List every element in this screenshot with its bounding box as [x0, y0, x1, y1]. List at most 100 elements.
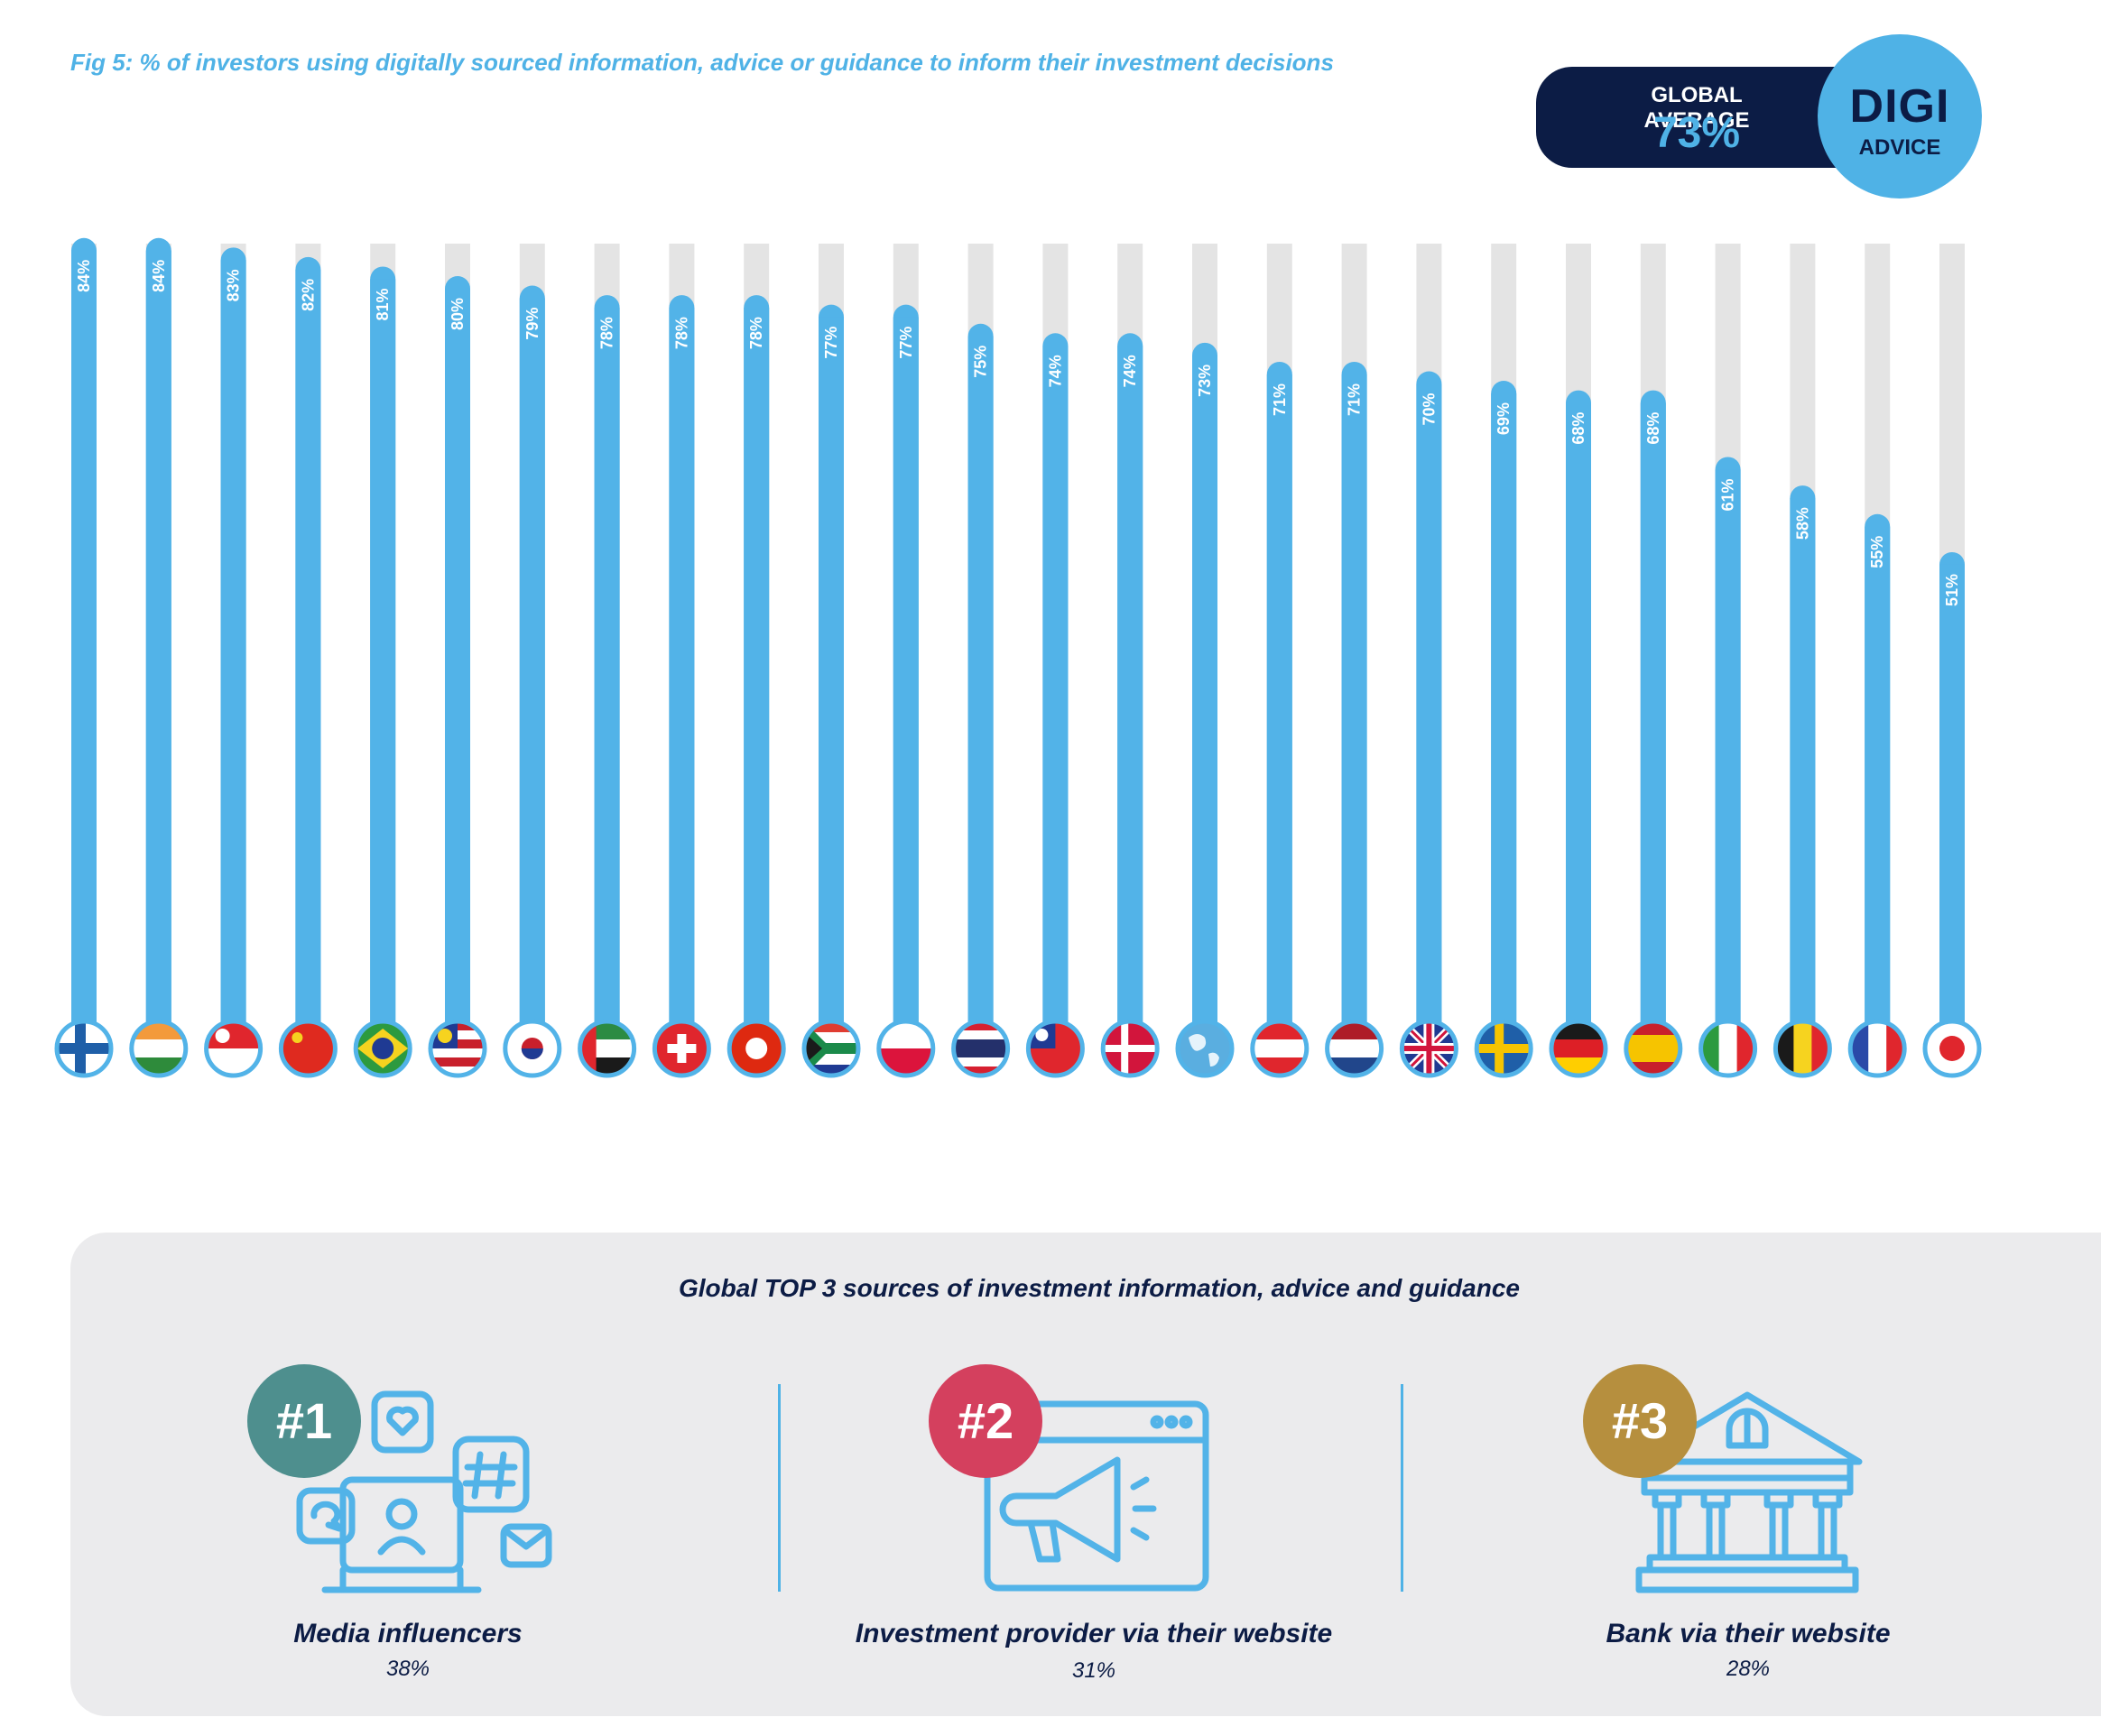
- flag-ring: [652, 1019, 711, 1078]
- data-label: 73%: [1196, 365, 1214, 397]
- bar-body: [1865, 526, 1891, 1038]
- flag-ring: [1549, 1019, 1608, 1078]
- divider-1: [778, 1384, 781, 1592]
- bar-body: [370, 279, 396, 1038]
- flag-ring: [204, 1019, 264, 1078]
- flag-ring: [1175, 1019, 1235, 1078]
- data-label: 71%: [1346, 383, 1364, 416]
- badge-sub-text: ADVICE: [1858, 135, 1941, 160]
- data-label: 77%: [897, 327, 915, 359]
- data-label: 78%: [747, 317, 765, 349]
- source-1-label: Media influencers: [293, 1619, 523, 1648]
- data-label: 83%: [225, 269, 243, 301]
- bar-chart: 84% 84% 83% 82% 81% 80% 79% 78% 78% 78% 77% 77% 75% 7…: [54, 237, 1982, 1078]
- bar-body: [1341, 374, 1367, 1038]
- bar-body: [1939, 564, 1965, 1038]
- bar-body: [967, 336, 994, 1038]
- data-label: 74%: [1121, 355, 1139, 387]
- flag-ring: [727, 1019, 786, 1078]
- data-label: 58%: [1793, 507, 1811, 540]
- bar-body: [1192, 355, 1217, 1039]
- bar-body: [669, 308, 695, 1039]
- bar-body: [594, 308, 620, 1039]
- data-label: 82%: [299, 279, 317, 311]
- flag-ring: [1474, 1019, 1533, 1078]
- flag-ring: [1922, 1019, 1982, 1078]
- source-2-value: 31%: [1071, 1658, 1116, 1683]
- flag-ring: [1624, 1019, 1683, 1078]
- bar-body: [893, 317, 919, 1038]
- bar-body: [819, 317, 844, 1038]
- bar-body: [1266, 374, 1292, 1038]
- flag-ring: [353, 1019, 412, 1078]
- rank-1-badge: #1: [247, 1364, 361, 1478]
- data-label: 74%: [1046, 355, 1064, 387]
- data-label: 70%: [1420, 393, 1438, 426]
- top3-panel: [70, 1233, 2101, 1716]
- data-label: 68%: [1569, 412, 1587, 445]
- data-label: 78%: [598, 317, 616, 349]
- bar-body: [1640, 402, 1666, 1039]
- flag-ring: [278, 1019, 338, 1078]
- data-label: 77%: [822, 327, 840, 359]
- bar-body: [220, 260, 246, 1039]
- data-label: 61%: [1719, 478, 1737, 511]
- thailand-flag-icon: [953, 1021, 1008, 1076]
- figure-title: Fig 5: % of investors using digitally so…: [70, 49, 1334, 76]
- digi-advice-badge: [1818, 34, 1982, 199]
- flag-ring: [428, 1019, 487, 1078]
- source-1-value: 38%: [385, 1657, 430, 1681]
- flag-ring: [801, 1019, 861, 1078]
- data-label: 69%: [1495, 402, 1513, 435]
- rank-2-badge: #2: [929, 1364, 1042, 1478]
- data-label: 84%: [150, 260, 168, 292]
- social-media-icon: [296, 1390, 552, 1593]
- global-average-value: 73%: [1652, 109, 1741, 157]
- data-label: 80%: [449, 298, 467, 330]
- bar-body: [71, 250, 97, 1038]
- bar-body: [1117, 346, 1143, 1038]
- global-average-label: GLOBAL AVERAGE: [1643, 83, 1750, 133]
- flag-ring: [1399, 1019, 1458, 1078]
- data-label: 84%: [75, 260, 93, 292]
- bar-body: [744, 308, 770, 1039]
- bar-body: [1416, 383, 1442, 1038]
- bar-body: [1715, 469, 1741, 1038]
- flag-ring: [54, 1019, 114, 1078]
- data-label: 78%: [672, 317, 690, 349]
- source-2-label: Investment provider via their website: [855, 1619, 1333, 1648]
- flag-ring: [129, 1019, 189, 1078]
- flag-ring: [578, 1019, 637, 1078]
- bar-body: [445, 289, 470, 1038]
- bar-body: [145, 250, 171, 1038]
- flag-ring: [503, 1019, 562, 1078]
- bar-body: [1491, 393, 1517, 1038]
- data-label: 75%: [972, 346, 990, 378]
- data-label: 55%: [1868, 536, 1886, 568]
- flag-ring: [1100, 1019, 1160, 1078]
- flag-ring: [1325, 1019, 1384, 1078]
- bar-body: [519, 298, 545, 1038]
- rank-3-badge: #3: [1583, 1364, 1697, 1478]
- bar-body: [295, 269, 321, 1038]
- flag-ring: [1250, 1019, 1310, 1078]
- flag-ring: [1698, 1019, 1758, 1078]
- bar-body: [1042, 346, 1069, 1038]
- flag-ring: [876, 1019, 936, 1078]
- data-label: 79%: [523, 308, 541, 340]
- data-label: 81%: [374, 288, 392, 320]
- badge-main-text: DIGI: [1849, 80, 1950, 133]
- data-label: 71%: [1271, 383, 1289, 416]
- flag-ring: [1025, 1019, 1085, 1078]
- flag-ring: [1772, 1019, 1832, 1078]
- bar-body: [1566, 402, 1591, 1039]
- source-3-label: Bank via their website: [1606, 1619, 1891, 1648]
- bar-body: [1790, 498, 1816, 1038]
- top3-title: Global TOP 3 sources of investment infor…: [679, 1274, 1520, 1302]
- flag-ring: [1847, 1019, 1907, 1078]
- data-label: 68%: [1644, 412, 1662, 445]
- source-3-value: 28%: [1726, 1657, 1771, 1681]
- divider-2: [1401, 1384, 1403, 1592]
- data-label: 51%: [1943, 574, 1961, 606]
- flag-ring: [951, 1019, 1011, 1078]
